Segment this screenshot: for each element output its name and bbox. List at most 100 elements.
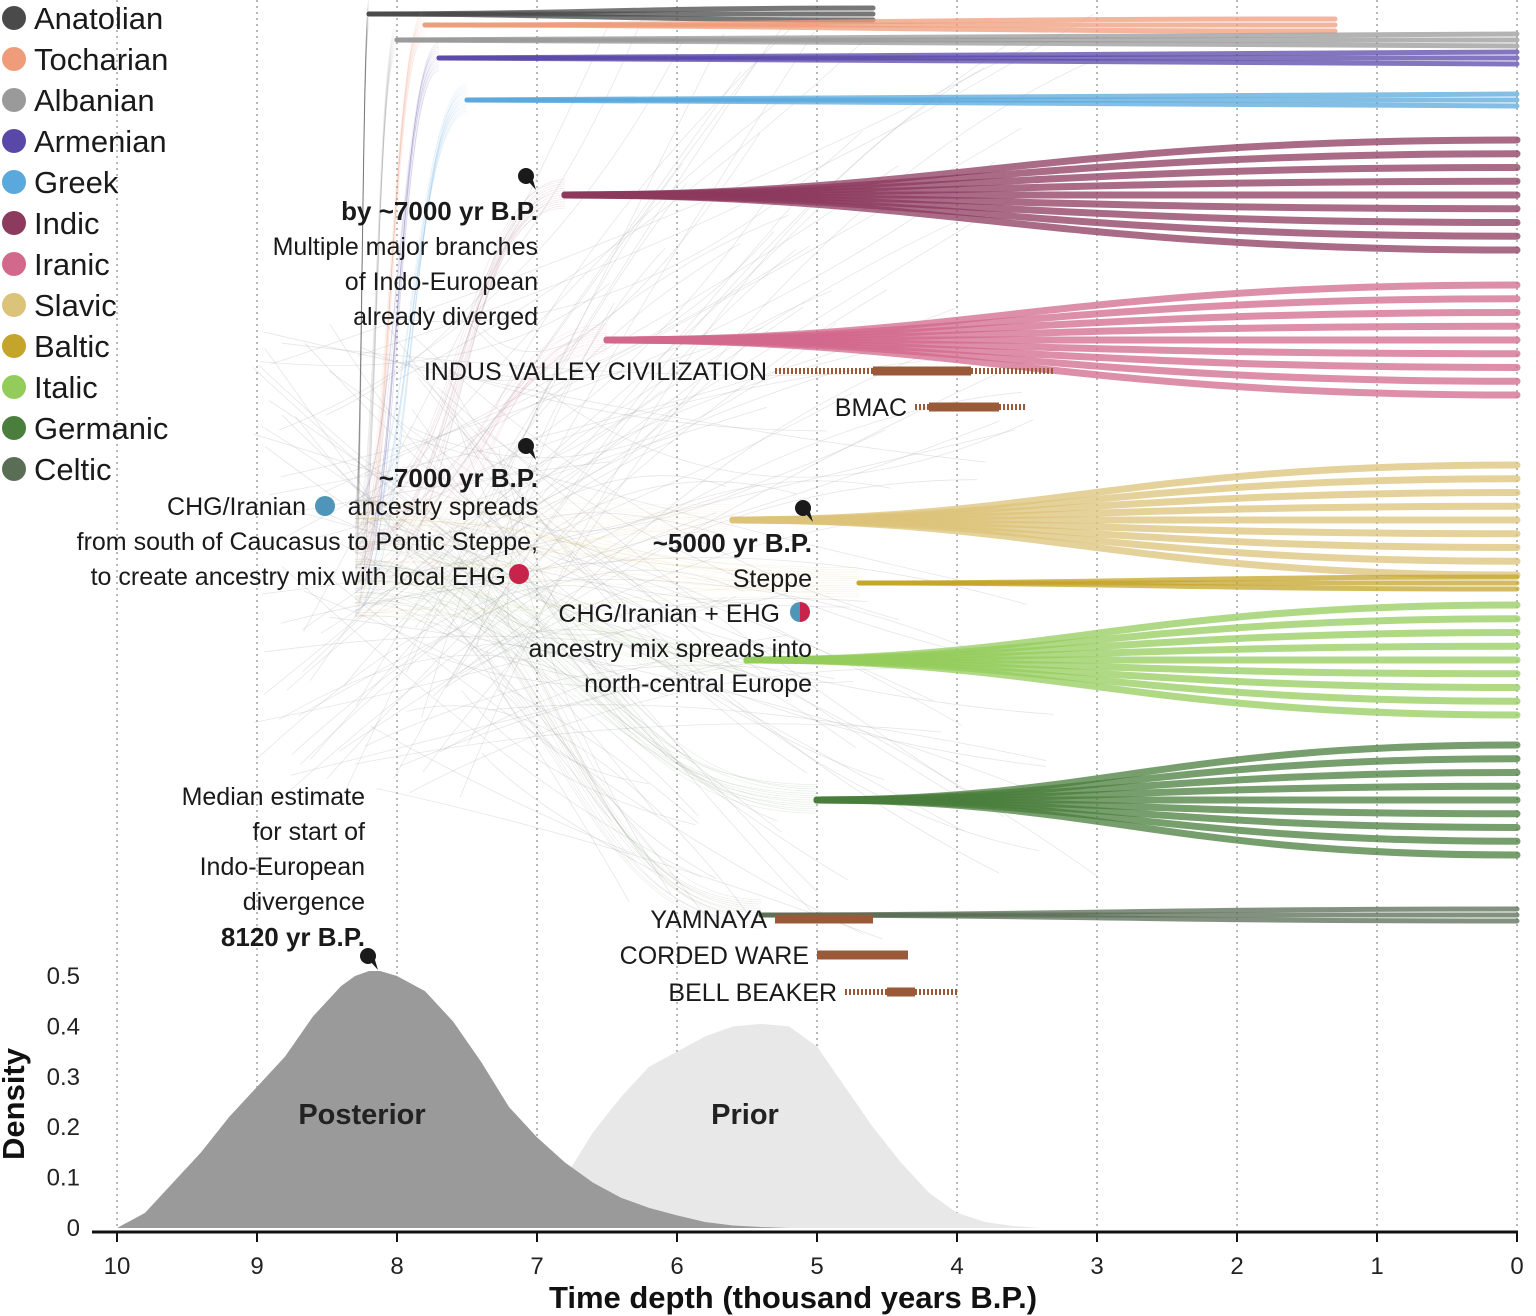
tree-branches [252,0,1521,940]
tree-wisp [302,290,832,672]
branch-stem [354,612,748,650]
branch-stem [354,558,762,905]
branch-stem [354,561,860,590]
branch-stem [354,48,398,523]
tree-wisp [409,667,907,793]
annotation-title: by ~7000 yr B.P. [341,196,538,226]
y-tick-label: 0.2 [47,1114,80,1141]
tree-wisp [286,217,964,691]
branch-stem [354,108,468,537]
branch-stem [354,90,468,611]
tree-wisp [448,528,717,879]
legend-label: Greek [34,165,119,200]
branch-stem [354,566,818,814]
tree-wisp [324,512,1054,715]
branch-stem [354,88,468,611]
branch-stem [354,62,440,567]
branch-stem [354,601,818,785]
tree-wisp [437,386,1004,818]
x-tick-label: 10 [104,1253,131,1280]
pin-icon [518,438,536,460]
branch-stem [354,110,468,545]
branch-stem [354,594,748,667]
tree-wisp [359,332,756,543]
branch-stem [354,0,370,582]
tree-wisp [259,282,610,366]
branch-stem [354,181,566,502]
tree-wisp [253,596,727,723]
annotation-title: 8120 yr B.P. [221,922,365,952]
branch-stem [354,35,426,603]
branch-stem [354,532,748,661]
legend-swatch [2,170,26,194]
branch-stem [354,13,370,563]
branch-stem [354,514,860,595]
branch-stem [354,59,440,505]
branch-stem [354,563,762,916]
tree-wisp [439,634,787,753]
culture-label: INDUS VALLEY CIVILIZATION [424,358,767,386]
legend-swatch [2,375,26,399]
x-tick-label: 2 [1230,1253,1243,1280]
branch-stem [354,46,398,608]
tree-wisp [498,448,672,895]
branch-stem [354,344,608,535]
pin-icon [360,948,378,970]
branch-stem [354,540,818,792]
annotation-line: to create ancestry mix with local EHG [91,563,506,591]
branch-stem [354,526,734,582]
annotation-line: already diverged [353,303,538,331]
tree-wisp [445,372,834,570]
tree-wisp [291,569,744,755]
tree-wisp [409,322,837,459]
x-tick-label: 9 [250,1253,263,1280]
culture-label: BMAC [835,394,907,422]
branch-stem [354,20,426,534]
branch-line [743,656,1521,719]
tree-wisp [415,439,675,628]
branch-stem [354,596,762,927]
branch-stem [354,576,748,670]
tree-wisp [424,650,661,688]
branch-stem [354,326,608,581]
branch-stem [354,15,370,515]
tree-wisp [355,59,759,707]
tree-wisp [503,463,778,822]
tree-wisp [300,480,891,765]
legend-label: Slavic [34,288,117,323]
branch-stem [354,53,440,536]
branch-stem [354,31,426,567]
tree-wisp [252,433,963,726]
tree-wisp [392,603,630,683]
annotation-line: ancestry spreads [348,493,538,521]
tree-wisp [475,629,856,748]
branch-stem [354,599,818,801]
tree-wisp [341,245,810,476]
branch-stem [354,517,748,654]
tree-wisp [466,319,1034,478]
tree-wisp [270,391,1022,809]
tree-wisp [280,161,995,478]
branch-stem [354,2,370,557]
branch-stem [354,11,370,508]
branch-stem [354,41,398,569]
tree-wisp [280,579,1012,669]
tree-wisp [461,690,696,826]
tree-wisp [365,664,835,747]
tree-wisp [304,343,885,781]
tree-wisp [426,442,821,921]
branch-stem [354,104,468,550]
tree-wisp [486,650,649,784]
y-tick-label: 0.1 [47,1165,80,1192]
tree-wisp [422,429,1016,572]
annotation-title: ~7000 yr B.P. [379,463,538,493]
branch-line [366,11,876,23]
tree-wisp [479,427,981,657]
branch-stem [354,346,608,553]
x-tick-label: 8 [390,1253,403,1280]
tree-wisp [461,429,789,608]
branch-stem [354,194,566,554]
branch-stem [354,519,860,571]
branch-stem [354,201,566,517]
